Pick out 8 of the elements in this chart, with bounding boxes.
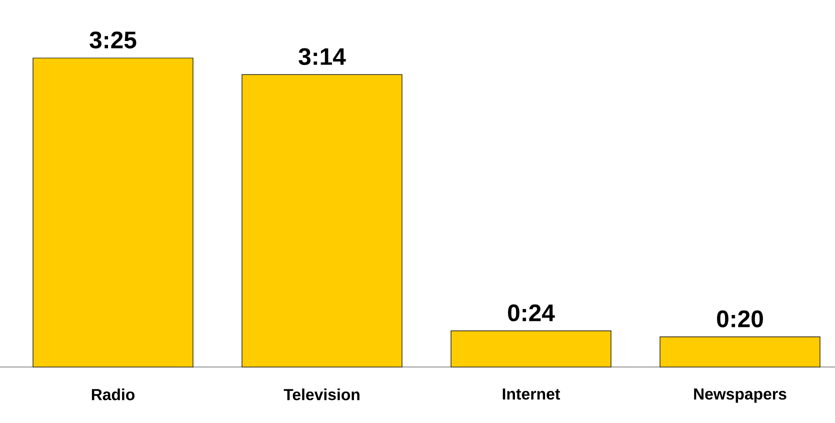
data-label: 3:25 [90,32,136,48]
data-label: 3:14 [298,48,346,66]
x-tick-label: Radio [92,388,135,400]
data-label: 0:24 [508,304,555,322]
x-tick-label: Newspapers [694,388,786,403]
x-tick-label: Television [284,388,360,400]
data-label: 0:20 [717,310,763,328]
x-tick-label: Internet [502,388,560,400]
